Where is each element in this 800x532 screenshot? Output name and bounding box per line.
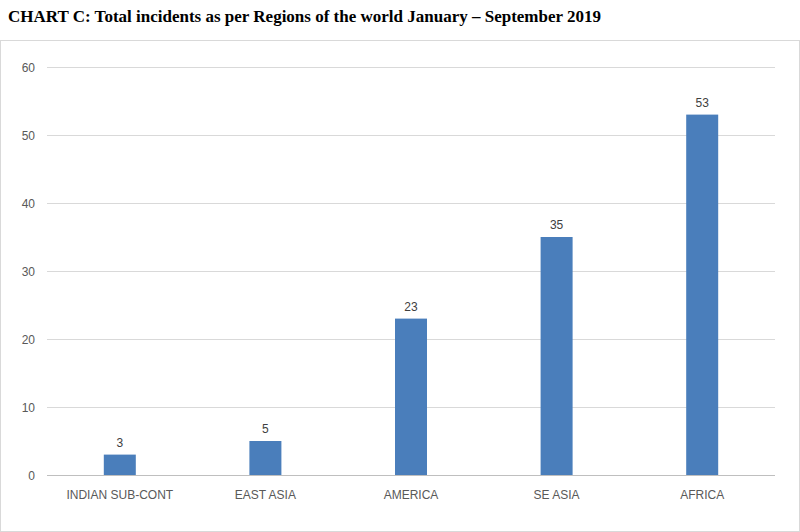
bar bbox=[686, 115, 718, 475]
data-label: 53 bbox=[696, 96, 710, 110]
chart-frame bbox=[1, 41, 800, 532]
y-tick-label: 60 bbox=[22, 61, 36, 75]
y-tick-label: 40 bbox=[22, 197, 36, 211]
data-label: 5 bbox=[262, 422, 269, 436]
grid-line bbox=[47, 203, 775, 204]
y-tick-label: 10 bbox=[22, 401, 36, 415]
y-tick-label: 30 bbox=[22, 265, 36, 279]
x-tick-label: SE ASIA bbox=[534, 488, 580, 502]
data-label: 35 bbox=[550, 218, 564, 232]
bar bbox=[249, 441, 281, 475]
y-tick-label: 20 bbox=[22, 333, 36, 347]
bars bbox=[104, 115, 718, 475]
labels: 35233553 bbox=[116, 96, 709, 450]
data-label: 23 bbox=[404, 300, 418, 314]
chart-root: CHART C: Total incidents as per Regions … bbox=[0, 0, 800, 532]
grid-line bbox=[47, 135, 775, 136]
y-tick-label: 50 bbox=[22, 129, 36, 143]
grid-line bbox=[47, 271, 775, 272]
grid-line bbox=[47, 67, 775, 68]
x-tick-label: AFRICA bbox=[680, 488, 724, 502]
x-tick-label: AMERICA bbox=[384, 488, 439, 502]
grid-line bbox=[47, 475, 775, 476]
grid bbox=[47, 68, 775, 476]
data-label: 3 bbox=[116, 436, 123, 450]
x-tick-label: INDIAN SUB-CONT bbox=[66, 488, 173, 502]
bar bbox=[395, 319, 427, 475]
chart-svg: CHART C: Total incidents as per Regions … bbox=[0, 0, 800, 532]
y-tick-label: 0 bbox=[28, 469, 35, 483]
chart-title: CHART C: Total incidents as per Regions … bbox=[8, 7, 601, 26]
x-tick-label: EAST ASIA bbox=[235, 488, 296, 502]
bar bbox=[541, 237, 573, 475]
bar bbox=[104, 455, 136, 475]
